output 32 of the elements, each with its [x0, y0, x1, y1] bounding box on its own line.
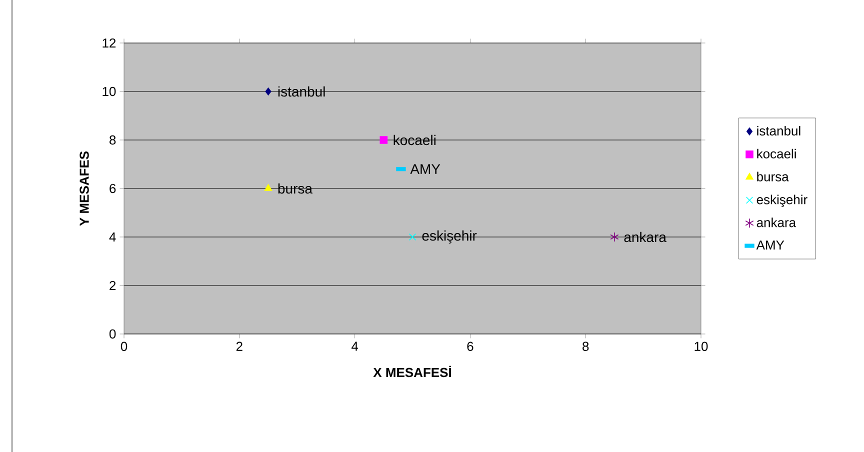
point [264, 184, 272, 191]
point [265, 88, 272, 96]
text: kocaeli [394, 134, 436, 146]
x-tick-label: 0 [120, 342, 128, 351]
y-axis-title: Y MESAFES [80, 151, 89, 226]
legend-label: eskişehir [756, 194, 808, 207]
y-tick-label: 12 [102, 38, 116, 48]
x-tick-label: 10 [694, 342, 708, 351]
legend-label: bursa [757, 172, 789, 182]
x-tick-label: 6 [467, 342, 474, 351]
point [408, 233, 416, 241]
x-tick-label: 8 [582, 342, 589, 351]
y-tick-label: 6 [110, 184, 116, 194]
y-tick-label: 4 [109, 232, 116, 242]
legend-label: kocaeli [757, 148, 796, 158]
text: istanbul [278, 86, 325, 97]
x-axis-title: X MESAFESİ [373, 366, 451, 378]
y-tick-label: 2 [110, 280, 116, 290]
text: ankara [624, 232, 666, 242]
text: eskişehir [422, 230, 477, 244]
point [610, 232, 619, 242]
y-tick-label: 10 [102, 86, 116, 96]
legend-label: AMY [756, 240, 784, 250]
legend-label: ankara [756, 218, 796, 228]
text: bursa [278, 183, 312, 194]
y-tick-label: 0 [109, 329, 116, 339]
x-tick-label: 4 [351, 342, 358, 351]
legend-label: istanbul [757, 126, 800, 136]
y-tick-label: 8 [110, 135, 116, 145]
x-tick-label: 2 [236, 342, 242, 351]
point [380, 136, 388, 144]
text: AMY [410, 164, 440, 174]
